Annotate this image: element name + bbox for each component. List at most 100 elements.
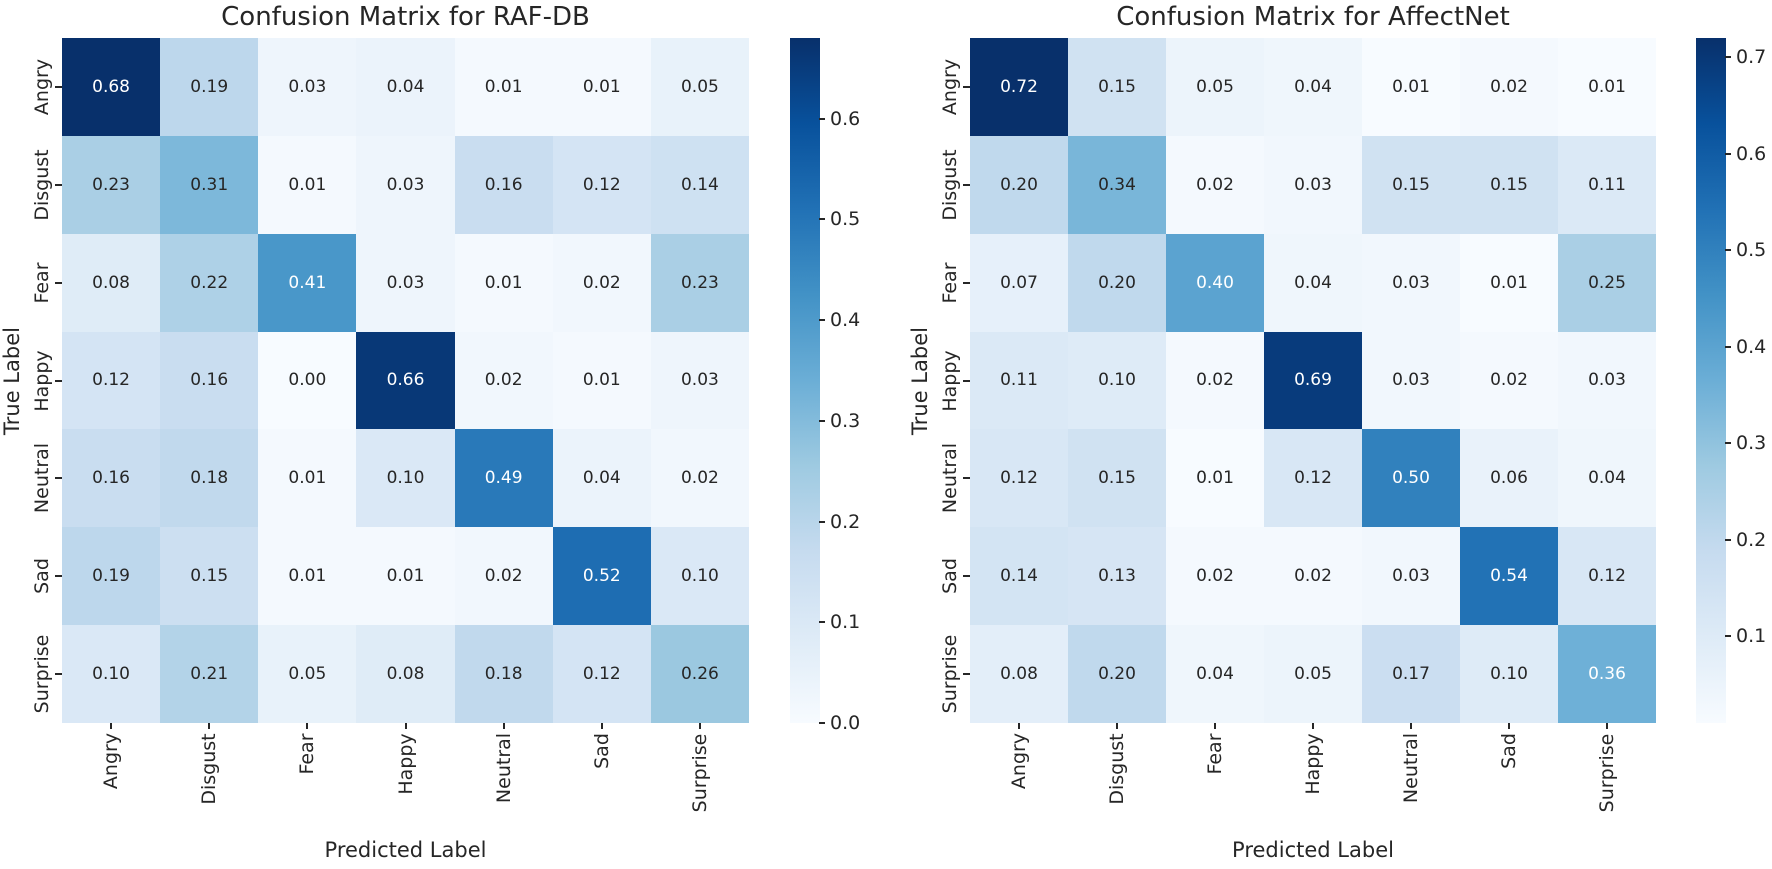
heatmap-cell: 0.03 <box>356 135 455 234</box>
heatmap-cell: 0.02 <box>1460 331 1558 430</box>
colorbar <box>790 38 820 723</box>
x-tick-mark <box>1214 723 1216 729</box>
heatmap-cell: 0.04 <box>1558 429 1656 528</box>
colorbar-tick-label: 0.0 <box>830 712 861 734</box>
x-tick-mark <box>1018 723 1020 729</box>
x-tick-label: Surprise <box>1596 733 1618 812</box>
heatmap-cell: 0.25 <box>1558 233 1656 332</box>
y-tick-mark <box>963 673 970 676</box>
heatmap-cell: 0.06 <box>1460 429 1558 528</box>
heatmap-cell: 0.15 <box>1362 135 1460 234</box>
heatmap-cell: 0.02 <box>552 233 651 332</box>
heatmap-cell: 0.68 <box>62 38 161 136</box>
colorbar-tick-mark <box>819 520 825 523</box>
heatmap-cell: 0.12 <box>552 135 651 234</box>
heatmap-cell: 0.02 <box>1264 527 1362 626</box>
colorbar-tick-mark <box>1725 345 1731 348</box>
colorbar-tick-label: 0.4 <box>1736 335 1767 358</box>
heatmap-cell: 0.02 <box>1460 38 1558 136</box>
heatmap-cell: 0.04 <box>1264 38 1362 136</box>
chart-title-affectnet: Confusion Matrix for AffectNet <box>1116 2 1510 32</box>
heatmap-cell: 0.26 <box>650 625 749 723</box>
x-tick-mark <box>110 723 113 729</box>
x-tick-mark <box>1410 723 1412 729</box>
heatmap-cell: 0.41 <box>258 233 357 332</box>
colorbar-tick-label: 0.3 <box>830 409 861 432</box>
x-tick-label: Sad <box>1498 733 1520 769</box>
y-tick-label: Fear <box>31 262 53 304</box>
y-tick-label: Disgust <box>31 149 53 221</box>
heatmap-cell: 0.12 <box>970 429 1068 528</box>
heatmap-grid: 0.68 0.19 0.03 0.04 0.01 0.01 0.05 0.23 0.31 0.01… <box>62 38 749 723</box>
heatmap-cell: 0.02 <box>454 527 553 626</box>
heatmap-cell: 0.03 <box>1264 135 1362 234</box>
heatmap-cell: 0.10 <box>62 625 161 723</box>
y-tick-mark <box>963 575 970 578</box>
heatmap-cell: 0.03 <box>1362 527 1460 626</box>
y-tick-mark <box>963 85 970 88</box>
x-tick-label: Angry <box>1008 732 1030 790</box>
x-tick-label: Angry <box>100 732 123 790</box>
heatmap-cell: 0.10 <box>650 527 749 626</box>
x-tick-mark <box>502 723 505 729</box>
y-tick-mark <box>963 379 970 382</box>
colorbar-tick-mark <box>819 722 825 724</box>
heatmap-cell: 0.08 <box>356 625 455 723</box>
heatmap-cell: 0.69 <box>1264 331 1362 430</box>
heatmap-cell: 0.52 <box>552 527 651 626</box>
heatmap-cell: 0.11 <box>970 331 1068 430</box>
heatmap-cell: 0.31 <box>160 135 259 234</box>
heatmap-cell: 0.14 <box>970 527 1068 626</box>
colorbar-tick-label: 0.6 <box>1736 142 1767 165</box>
heatmap-cell: 0.01 <box>454 38 553 136</box>
x-tick-label: Fear <box>1204 732 1226 775</box>
heatmap-cell: 0.02 <box>1166 135 1264 234</box>
y-tick-label: Surprise <box>31 634 53 714</box>
heatmap-cell: 0.16 <box>160 331 259 430</box>
heatmap-cell: 0.14 <box>650 135 749 234</box>
colorbar-tick-mark <box>1725 249 1731 252</box>
heatmap-cell: 0.16 <box>62 429 161 528</box>
colorbar-tick-label: 0.2 <box>1736 528 1767 551</box>
heatmap-cell: 0.19 <box>160 38 259 136</box>
colorbar-tick-mark <box>819 419 825 422</box>
y-tick-mark <box>55 379 62 382</box>
colorbar-tick-mark <box>819 218 825 221</box>
heatmap-cell: 0.19 <box>62 527 161 626</box>
y-tick-label: Sad <box>31 558 53 595</box>
y-tick-label: Disgust <box>939 149 961 221</box>
heatmap-cell: 0.10 <box>1460 625 1558 723</box>
colorbar-tick-label: 0.6 <box>830 107 861 130</box>
heatmap-cell: 0.40 <box>1166 233 1264 332</box>
y-tick-label: Happy <box>939 349 961 412</box>
heatmap-cell: 0.03 <box>1558 331 1656 430</box>
heatmap-cell: 0.01 <box>1460 233 1558 332</box>
heatmap-cell: 0.05 <box>650 38 749 136</box>
heatmap-cell: 0.03 <box>356 233 455 332</box>
heatmap-cell: 0.05 <box>1166 38 1264 136</box>
heatmap-cell: 0.20 <box>970 135 1068 234</box>
colorbar-tick-mark <box>1725 442 1731 445</box>
colorbar-tick-label: 0.7 <box>1736 46 1767 69</box>
y-tick-label: Neutral <box>939 443 961 514</box>
heatmap-cell: 0.10 <box>356 429 455 528</box>
heatmap-cell: 0.01 <box>1166 429 1264 528</box>
heatmap-cell: 0.01 <box>356 527 455 626</box>
colorbar-tick-mark <box>1725 538 1731 541</box>
y-tick-mark <box>55 85 62 88</box>
heatmap-cell: 0.11 <box>1558 135 1656 234</box>
heatmap-cell: 0.72 <box>970 38 1068 136</box>
heatmap-cell: 0.49 <box>454 429 553 528</box>
heatmap-cell: 0.01 <box>258 429 357 528</box>
y-tick-mark <box>963 183 970 186</box>
heatmap-cell: 0.01 <box>552 331 651 430</box>
y-tick-mark <box>55 281 62 284</box>
x-tick-mark <box>1606 723 1608 729</box>
heatmap-cell: 0.34 <box>1068 135 1166 234</box>
heatmap-cell: 0.10 <box>1068 331 1166 430</box>
colorbar-tick-label: 0.3 <box>1736 432 1767 455</box>
heatmap-cell: 0.01 <box>1362 38 1460 136</box>
heatmap-cell: 0.36 <box>1558 625 1656 723</box>
y-tick-mark <box>55 673 62 676</box>
